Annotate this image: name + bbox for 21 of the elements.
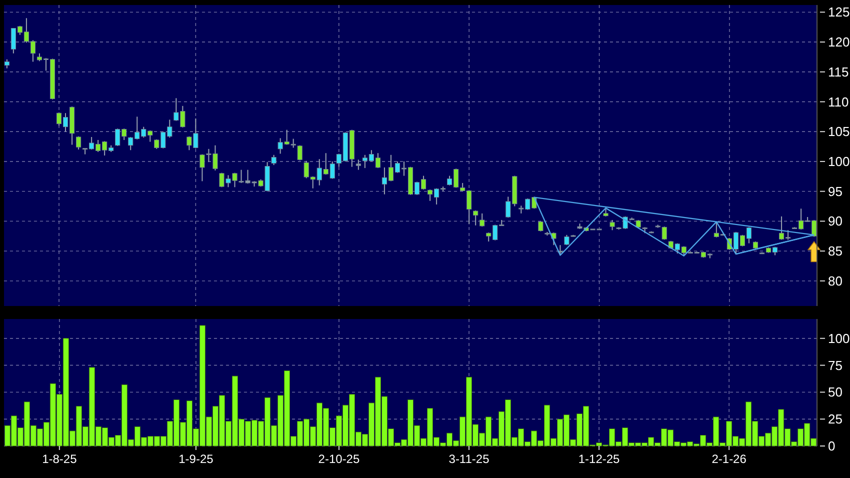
y-tick-label: 110 [828,94,849,110]
y-tick-label: 85 [828,244,842,259]
y-tick-label: 80 [828,273,842,288]
y-tick-label: 120 [828,34,850,50]
x-tick-label: 2-10-25 [318,452,360,466]
x-tick-label: 1-9-25 [178,452,214,466]
y-tick-label: 95 [828,184,842,199]
x-tick-label: 1-8-25 [42,452,78,466]
x-tick-label: 3-11-25 [448,452,490,466]
y-tick-label: 50 [828,384,842,400]
x-tick-label: 2-1-26 [712,452,747,466]
y-tick-label: 100 [828,330,850,346]
y-tick-label: 75 [828,358,842,373]
y-tick-label: 105 [828,124,850,140]
y-tick-label: 0 [828,438,836,454]
y-tick-label: 125 [828,4,850,20]
x-tick-label: 1-12-25 [578,452,620,466]
y-tick-label: 90 [828,214,842,229]
y-tick-label: 115 [828,64,849,80]
y-tick-label: 100 [828,154,850,170]
y-tick-label: 25 [828,412,842,427]
